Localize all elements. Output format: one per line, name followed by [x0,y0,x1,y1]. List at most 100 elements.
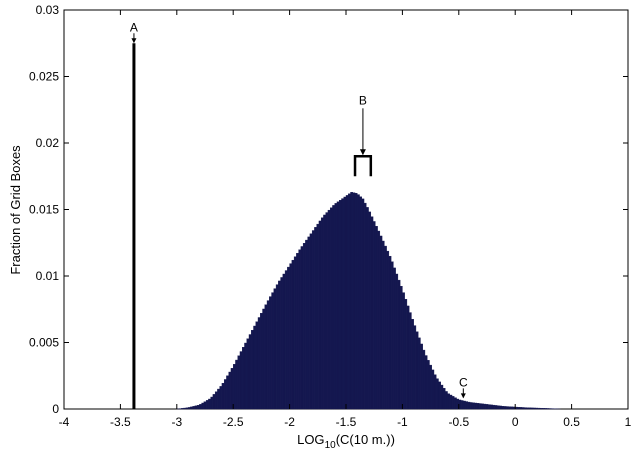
histogram-bar [492,404,496,410]
histogram-bar [508,406,511,410]
histogram-bar [219,386,223,410]
histogram-bar [187,407,191,410]
histogram-bar [524,407,527,410]
histogram-bar [476,403,480,410]
histogram-bar [323,214,326,410]
histogram-bar [417,337,421,410]
spike-layer [132,43,136,409]
histogram-bar [194,405,198,410]
y-tick-label: 0.02 [36,136,60,150]
y-axis-label: Fraction of Grid Boxes [8,145,23,275]
y-tick-label: 0.005 [29,336,59,350]
x-axis-label-suffix: (C(10 m.)) [336,432,395,447]
histogram-bar [185,407,189,410]
histogram-bar [262,308,265,410]
histogram-bar [318,220,322,410]
annotation-bracket [353,155,373,177]
histogram-bar [251,330,254,410]
histogram-bar [196,405,200,410]
x-axis-label-subscript: 10 [325,440,337,451]
histogram-bar [332,205,335,410]
histogram-bar [298,249,302,410]
histogram-bar [192,406,196,410]
histogram-bar [260,313,263,410]
annotation-label: B [359,93,367,107]
histogram-bar [390,261,394,410]
histogram-bar [280,277,284,410]
histogram-bar [402,292,405,410]
histogram-bar [330,207,333,410]
histogram-bar [266,300,270,410]
histogram-bar [296,253,299,410]
histogram-bar [528,407,532,410]
histogram-bar [357,194,360,410]
y-tick-label: 0.01 [36,269,60,283]
x-tick-label: -2.5 [223,415,244,429]
histogram-bar [388,255,392,410]
histogram-bar [370,216,374,410]
histogram-bar [291,259,295,410]
histogram-bar [350,192,353,410]
histogram-bar [510,406,514,410]
histogram-bar [199,404,202,410]
histogram-bar [368,211,372,410]
histogram-bar [467,401,471,410]
histogram-bar [422,349,426,410]
histogram-bar [381,240,385,410]
histogram-bar [300,246,304,410]
y-tick-label: 0 [52,402,59,416]
histogram-bar [271,292,275,410]
annotation-arrow-head [359,149,366,156]
histogram-bar [449,394,453,410]
histogram-bar [316,223,320,410]
histogram-bar [269,296,272,410]
histogram-bar [320,217,324,410]
histogram-bar [487,404,491,410]
histogram-bar [442,388,446,410]
histogram-bar [501,406,505,410]
histogram-bar [451,396,455,410]
histogram-bar [544,408,547,410]
x-tick-label: 0 [512,415,519,429]
histogram-bar [429,364,432,410]
histogram-bar [230,368,234,410]
histogram-bar [438,381,441,410]
histogram-bar [503,406,507,410]
histogram-bar [375,226,378,410]
histogram-bar [359,196,362,410]
histogram-bar [244,342,247,410]
histogram-bar [408,312,412,410]
y-axis-ticks: 0 0.005 0.01 0.015 0.02 0.025 0.03 [29,3,628,416]
y-tick-label: 0.015 [29,203,59,217]
spike-bar [132,43,136,409]
histogram-bar [257,317,261,410]
histogram-bar [273,288,277,410]
histogram-bar [354,193,358,410]
histogram-bar [411,319,414,410]
x-tick-label: -4 [59,415,70,429]
histogram-bar [205,400,209,410]
histogram-bar [282,273,286,410]
annotation-arrow-head [460,393,466,399]
histogram-bar [339,199,342,410]
histogram-bar [546,408,550,410]
histogram-bar [530,407,534,410]
histogram-bar [539,407,543,410]
histogram-bar [284,270,288,410]
histogram-bar [309,233,313,410]
histogram-bar [363,202,367,410]
histogram-bar [433,374,437,410]
histogram-bar [431,369,435,410]
histogram-bar [343,196,347,410]
histogram-bar [377,230,381,410]
histogram-bar [190,406,193,410]
annotation-arrow-head [131,38,137,44]
histogram-bar [203,401,207,410]
histogram-bar [386,250,390,410]
histogram-bar [253,325,256,410]
histogram-bar [217,388,220,410]
x-tick-label: -3.5 [110,415,131,429]
histogram-bar [264,304,268,410]
histogram-bar [533,407,536,410]
histogram-bar [395,273,399,410]
